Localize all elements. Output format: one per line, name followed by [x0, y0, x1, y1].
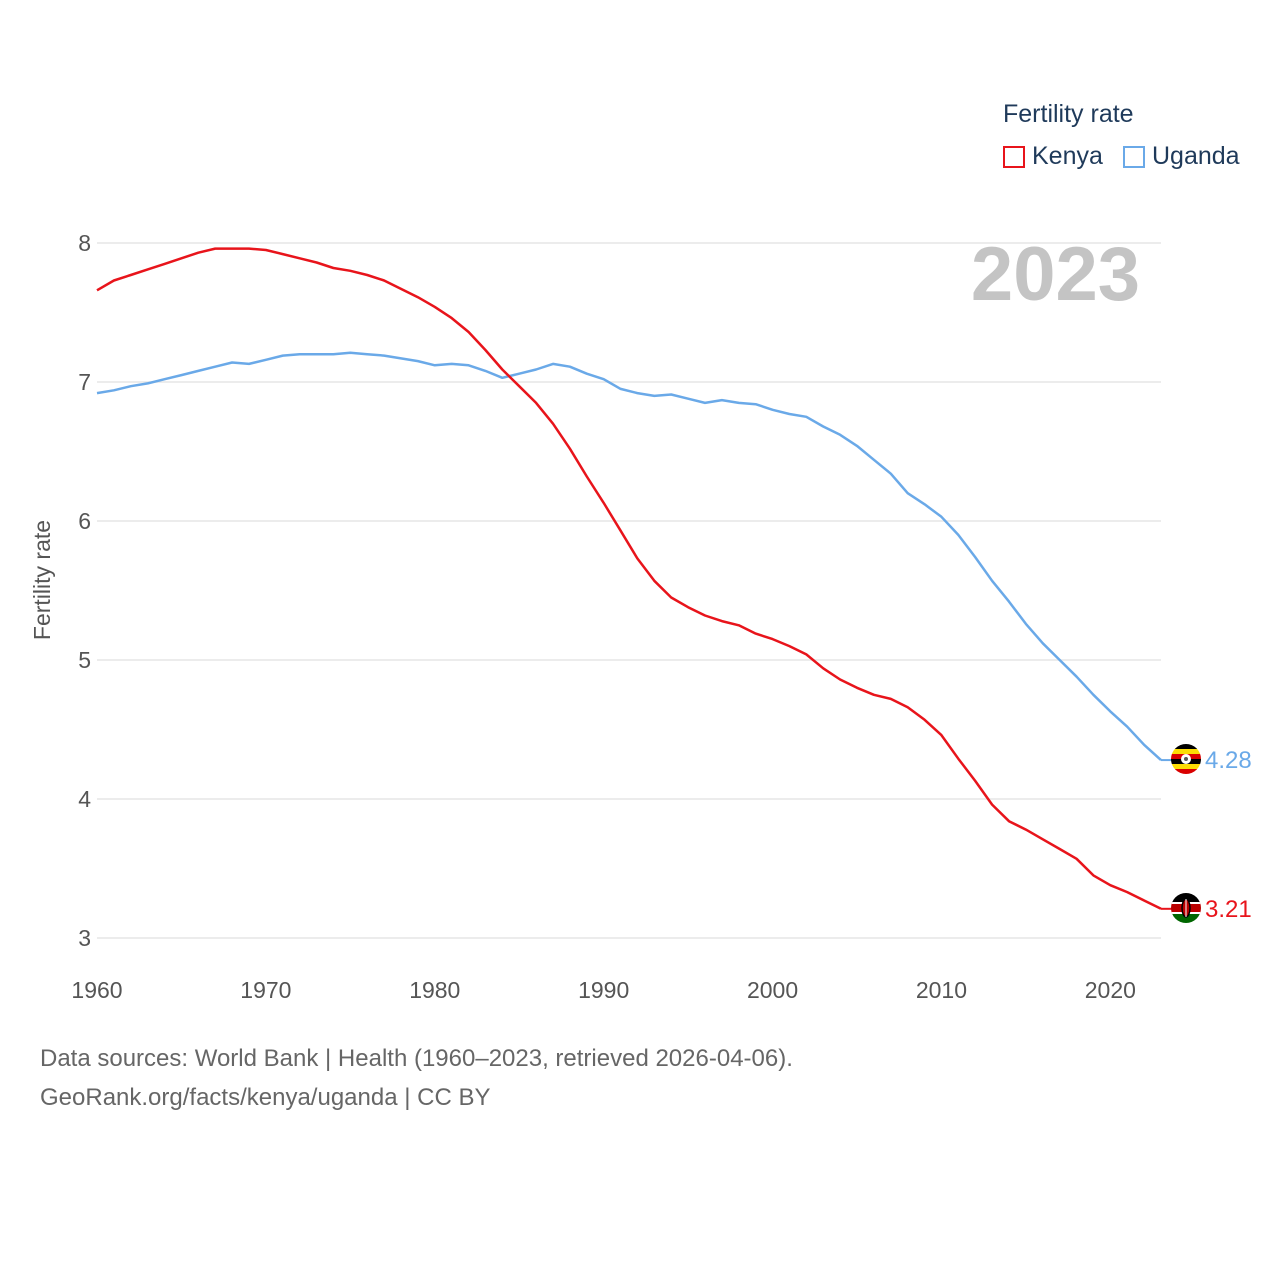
year-label: 2023: [971, 232, 1140, 317]
legend-swatch-kenya: [1003, 145, 1025, 168]
legend-label-uganda: Uganda: [1152, 142, 1240, 170]
legend-item-kenya[interactable]: Kenya: [1003, 142, 1103, 171]
legend-title: Fertility rate: [1003, 100, 1134, 128]
end-flags: [1171, 744, 1201, 923]
series-line-kenya: [96, 247, 1162, 910]
legend-item-uganda[interactable]: Uganda: [1123, 142, 1240, 171]
x-tick-label: 2020: [1085, 977, 1136, 1003]
end-label-uganda: 4.28: [1205, 747, 1252, 774]
y-tick-label: 8: [78, 230, 91, 256]
legend-label-kenya: Kenya: [1032, 142, 1103, 170]
y-tick-label: 5: [78, 647, 91, 673]
source-line-1: Data sources: World Bank | Health (1960–…: [40, 1045, 793, 1072]
y-tick-label: 4: [78, 786, 91, 812]
y-tick-label: 3: [78, 925, 91, 951]
x-tick-label: 1990: [578, 977, 629, 1003]
x-tick-label: 1970: [240, 977, 291, 1003]
end-label-kenya: 3.21: [1205, 896, 1252, 923]
kenya-flag-icon: [1171, 893, 1201, 923]
series-lines: [96, 247, 1172, 910]
y-axis-label: Fertility rate: [29, 520, 55, 640]
end-labels: 4.28 3.21: [1205, 747, 1252, 923]
x-tick-label: 1980: [409, 977, 460, 1003]
y-tick-label: 6: [78, 508, 91, 534]
y-axis-ticks: 3 4 5 6 7 8: [78, 230, 91, 951]
x-tick-label: 2000: [747, 977, 798, 1003]
uganda-flag-icon: [1171, 744, 1201, 774]
legend-swatch-uganda: [1123, 145, 1145, 168]
series-line-uganda: [96, 351, 1162, 762]
x-tick-label: 1960: [71, 977, 122, 1003]
y-tick-label: 7: [78, 369, 91, 395]
x-axis-ticks: 1960 1970 1980 1990 2000 2010 2020: [71, 977, 1136, 1003]
gridlines: [97, 242, 1161, 939]
x-tick-label: 2010: [916, 977, 967, 1003]
source-line-2[interactable]: GeoRank.org/facts/kenya/uganda | CC BY: [40, 1084, 491, 1111]
